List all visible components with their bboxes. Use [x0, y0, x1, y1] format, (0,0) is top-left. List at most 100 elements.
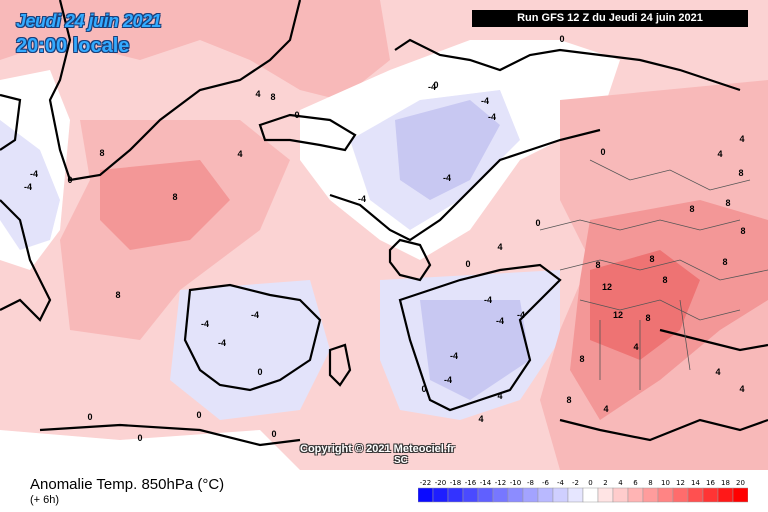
scale-tick-label: 14	[691, 479, 700, 487]
forecast-step: (+ 6h)	[30, 494, 60, 506]
anomaly-field-layer	[0, 0, 768, 470]
scale-color-swatch	[447, 487, 464, 503]
scale-color-swatch	[432, 487, 449, 503]
contour-value-label: -4	[484, 295, 492, 305]
contour-value-label: 0	[257, 367, 262, 377]
contour-value-label: 8	[649, 254, 654, 264]
scale-color-swatch	[627, 487, 644, 503]
contour-value-label: 4	[497, 242, 502, 252]
scale-tick-label: 12	[676, 479, 685, 487]
contour-value-label: -4	[30, 169, 38, 179]
contour-value-label: 4	[739, 134, 744, 144]
contour-value-label: -4	[481, 96, 489, 106]
scale-tick-label: -8	[527, 479, 534, 487]
contour-value-label: 0	[294, 110, 299, 120]
scale-color-swatch	[732, 487, 748, 503]
scale-tick-label: 18	[721, 479, 730, 487]
contour-value-label: 8	[722, 257, 727, 267]
parameter-title: Anomalie Temp. 850hPa (°C)	[30, 476, 225, 493]
copyright-notice: Copyright © 2021 Meteociel.fr SC	[300, 443, 455, 466]
warm-core-greenland	[100, 160, 230, 250]
scale-color-swatch	[537, 487, 554, 503]
scale-color-swatch	[522, 487, 539, 503]
scale-tick-label: 4	[618, 479, 623, 487]
contour-value-label: 8	[172, 192, 177, 202]
scale-tick-label: -12	[495, 479, 506, 487]
coast-hudson-bay	[183, 283, 322, 392]
color-scale-legend: -22 -20 -18 -16 -14 -12 -10 -8 -6 -4 -2 0 2 4 6 8 10 12 14…	[418, 479, 748, 503]
contour-value-label: 0	[433, 80, 438, 90]
scale-color-swatch	[492, 487, 509, 503]
border-baltic	[539, 219, 741, 231]
scale-tick-label: -4	[557, 479, 565, 487]
contour-value-label: -4	[488, 112, 496, 122]
cool-zone-hudson	[170, 280, 330, 420]
scale-color-swatch	[507, 487, 524, 503]
cold-core-norwegian	[395, 100, 500, 200]
scale-color-swatch	[702, 487, 719, 503]
scale-color-swatch	[657, 487, 674, 503]
forecast-date: Jeudi 24 juin 2021	[16, 11, 162, 31]
scale-color-swatch	[418, 487, 434, 503]
coast-britain	[388, 238, 432, 282]
cold-core-west-europe	[420, 300, 530, 400]
cool-zone-west	[0, 120, 60, 250]
contour-value-label: 0	[535, 218, 540, 228]
contour-value-label: 0	[559, 34, 564, 44]
scale-color-swatch	[642, 487, 659, 503]
contour-value-label: 8	[579, 354, 584, 364]
scale-tick-label: 6	[633, 479, 638, 487]
contour-value-label: 0	[465, 259, 470, 269]
scale-color-swatch	[672, 487, 689, 503]
contour-value-label: 4	[739, 384, 744, 394]
anomaly-map: 4 8 8 8 4 8 0 0 -4 -4 0 0 -4 -4 -4 -4 -4 0 4 4 8 8 8 8 8 8 12 12 8 8 4…	[0, 0, 768, 470]
contour-value-label: 8	[566, 395, 571, 405]
scale-tick-label: 8	[648, 479, 652, 487]
scale-tick-label: -18	[450, 479, 461, 487]
scale-tick-label: -14	[480, 479, 492, 487]
scale-color-swatch	[597, 487, 614, 503]
coast-black-sea	[659, 328, 768, 352]
contour-value-label: 0	[421, 384, 426, 394]
contour-value-label: 0	[67, 175, 72, 185]
scale-tick-label: -6	[542, 479, 550, 487]
contour-value-label: -4	[517, 310, 525, 320]
contour-value-label: -4	[218, 338, 226, 348]
coast-james-bay-island	[328, 343, 352, 387]
contour-value-label: 8	[689, 204, 694, 214]
copyright-text: Copyright © 2021 Meteociel.fr	[300, 443, 455, 455]
coast-iceland	[258, 113, 357, 152]
scale-color-swatch	[582, 487, 599, 503]
scale-tick-label: -16	[465, 479, 477, 487]
coast-north-america	[39, 423, 301, 447]
contour-value-label: 4	[255, 89, 260, 99]
contour-value-label: -4	[358, 194, 366, 204]
scale-tick-label: 16	[706, 479, 715, 487]
contour-value-label: 4	[715, 367, 720, 377]
scale-color-swatch	[477, 487, 494, 503]
border-south	[599, 299, 691, 390]
coast-norway	[329, 128, 601, 242]
scale-color-swatch	[552, 487, 569, 503]
contour-value-label: 8	[270, 92, 275, 102]
border-balkans	[579, 299, 741, 321]
contour-value-label: 8	[595, 260, 600, 270]
contour-value-label: 4	[633, 342, 638, 352]
contour-value-label: 0	[196, 410, 201, 420]
contour-value-label: 8	[738, 168, 743, 178]
border-central	[559, 259, 768, 281]
contour-value-label: -4	[24, 182, 32, 192]
contour-value-label: 8	[115, 290, 120, 300]
contour-value-label: 4	[603, 404, 608, 414]
scale-tick-label: -22	[420, 479, 431, 487]
contour-value-label: 0	[137, 433, 142, 443]
contour-value-label: -4	[428, 82, 436, 92]
scale-tick-label: 2	[603, 479, 607, 487]
scale-color-swatch	[567, 487, 584, 503]
scale-tick-label: -10	[510, 479, 521, 487]
forecast-local-time: 20:00 locale	[16, 35, 130, 57]
scale-tick-label: -2	[572, 479, 579, 487]
run-info-label: Run GFS 12 Z du Jeudi 24 juin 2021	[472, 10, 748, 27]
border-layer	[539, 159, 768, 390]
contour-value-label: 8	[740, 226, 745, 236]
